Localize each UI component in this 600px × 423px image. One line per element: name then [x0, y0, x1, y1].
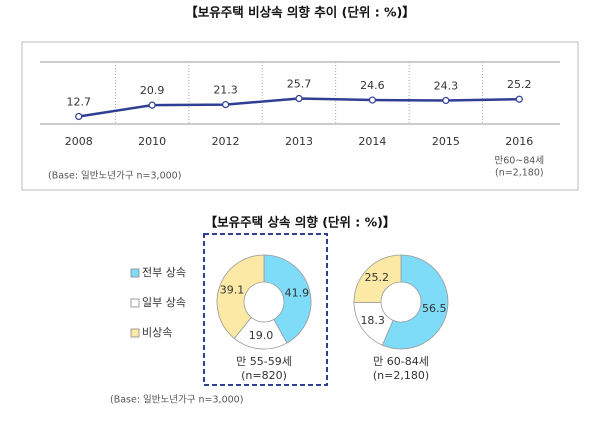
- value-label: 24.3: [434, 79, 459, 92]
- value-label: 18.3: [360, 314, 385, 327]
- series-name: 만 55-59세: [236, 355, 292, 368]
- category-note: (n=2,180): [495, 168, 544, 179]
- legend-swatch: [130, 268, 140, 278]
- base-note: (Base: 일반노년가구 n=3,000): [110, 395, 243, 406]
- series-sample: (n=2,180): [373, 369, 429, 382]
- donut-slice: [353, 254, 402, 303]
- donut-slice: [263, 254, 312, 344]
- legend-label: 일부 상속: [142, 295, 186, 309]
- legend-swatch: [130, 328, 140, 338]
- value-label: 25.2: [365, 271, 390, 284]
- value-label: 56.5: [422, 302, 447, 315]
- donut-slice: [381, 254, 449, 350]
- value-label: 25.7: [287, 78, 312, 91]
- series-sample: (n=820): [241, 369, 287, 382]
- point: [148, 101, 156, 109]
- donut-slice: [216, 254, 265, 339]
- x-tick-label: 2015: [432, 135, 460, 148]
- value-label: 25.2: [507, 78, 532, 91]
- line-frame: [21, 41, 579, 191]
- point: [515, 95, 523, 103]
- value-label: 39.1: [220, 284, 245, 297]
- x-tick-label: 2013: [285, 135, 313, 148]
- category-note: 만60~84세: [494, 156, 544, 167]
- value-label: 41.9: [285, 286, 310, 299]
- value-label: 24.6: [360, 79, 385, 92]
- value-label: 12.7: [66, 95, 91, 108]
- point: [295, 94, 303, 103]
- value-label: 19.0: [249, 329, 274, 342]
- legend-label: 비상속: [142, 326, 172, 339]
- value-label: 20.9: [140, 84, 165, 97]
- x-tick-label: 2014: [358, 135, 386, 148]
- donut-title: 【보유주택 상속 의향 (단위 : %)】: [205, 215, 396, 230]
- highlight-box: [203, 233, 328, 386]
- x-tick-label: 2010: [138, 135, 166, 148]
- point: [368, 96, 377, 104]
- value-label: 21.3: [213, 84, 238, 97]
- point: [442, 96, 450, 105]
- line-title: 【보유주택 비상속 의향 추이 (단위 : %)】: [185, 5, 415, 20]
- legend-swatch: [130, 298, 140, 308]
- series-name: 만 60-84세: [373, 355, 429, 368]
- x-tick-label: 2012: [212, 135, 240, 148]
- base-note: (Base: 일반노년가구 n=3,000): [48, 171, 181, 182]
- point: [221, 101, 230, 109]
- x-tick-label: 2008: [65, 135, 93, 148]
- legend-label: 전부 상속: [142, 266, 186, 279]
- point: [75, 112, 83, 121]
- x-tick-label: 2016: [505, 135, 533, 148]
